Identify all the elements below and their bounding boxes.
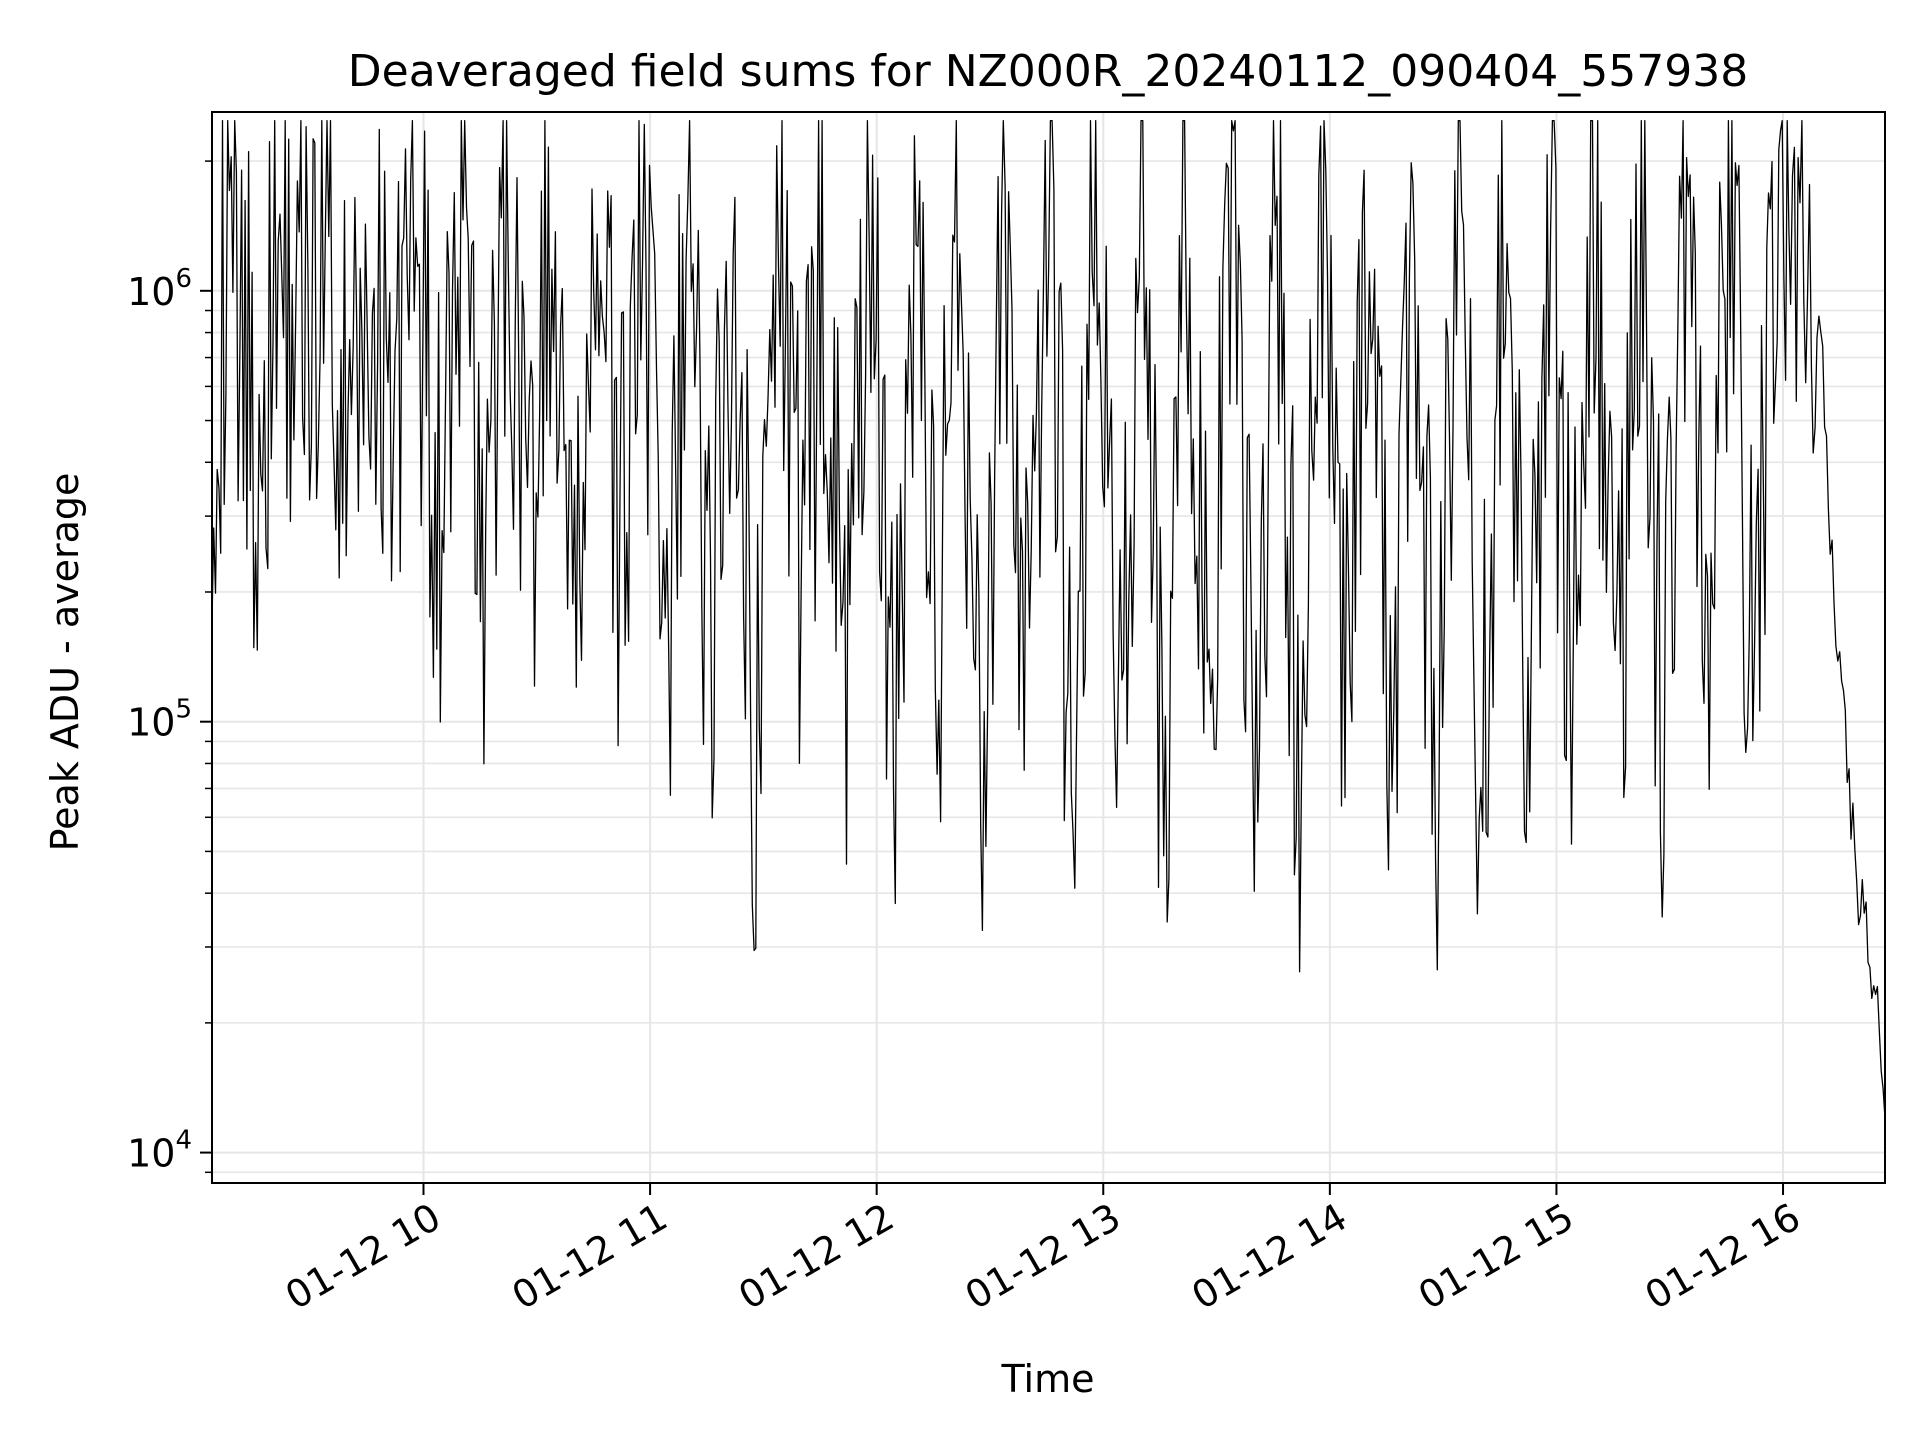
- grid-lines: [212, 112, 1885, 1183]
- y-tick-label: 105: [127, 695, 192, 745]
- y-axis-label: Peak ADU - average: [43, 473, 87, 852]
- plot-frame: [211, 111, 1886, 1184]
- chart-title: Deaveraged field sums for NZ000R_2024011…: [348, 46, 1748, 97]
- data-series: [211, 119, 1886, 1119]
- series-line: [211, 119, 1886, 1119]
- y-tick-label: 106: [127, 264, 192, 314]
- y-tick-label: 104: [127, 1126, 192, 1176]
- x-axis-label: Time: [1001, 1357, 1095, 1401]
- y-axis-ticks: 104 105 106: [127, 160, 212, 1176]
